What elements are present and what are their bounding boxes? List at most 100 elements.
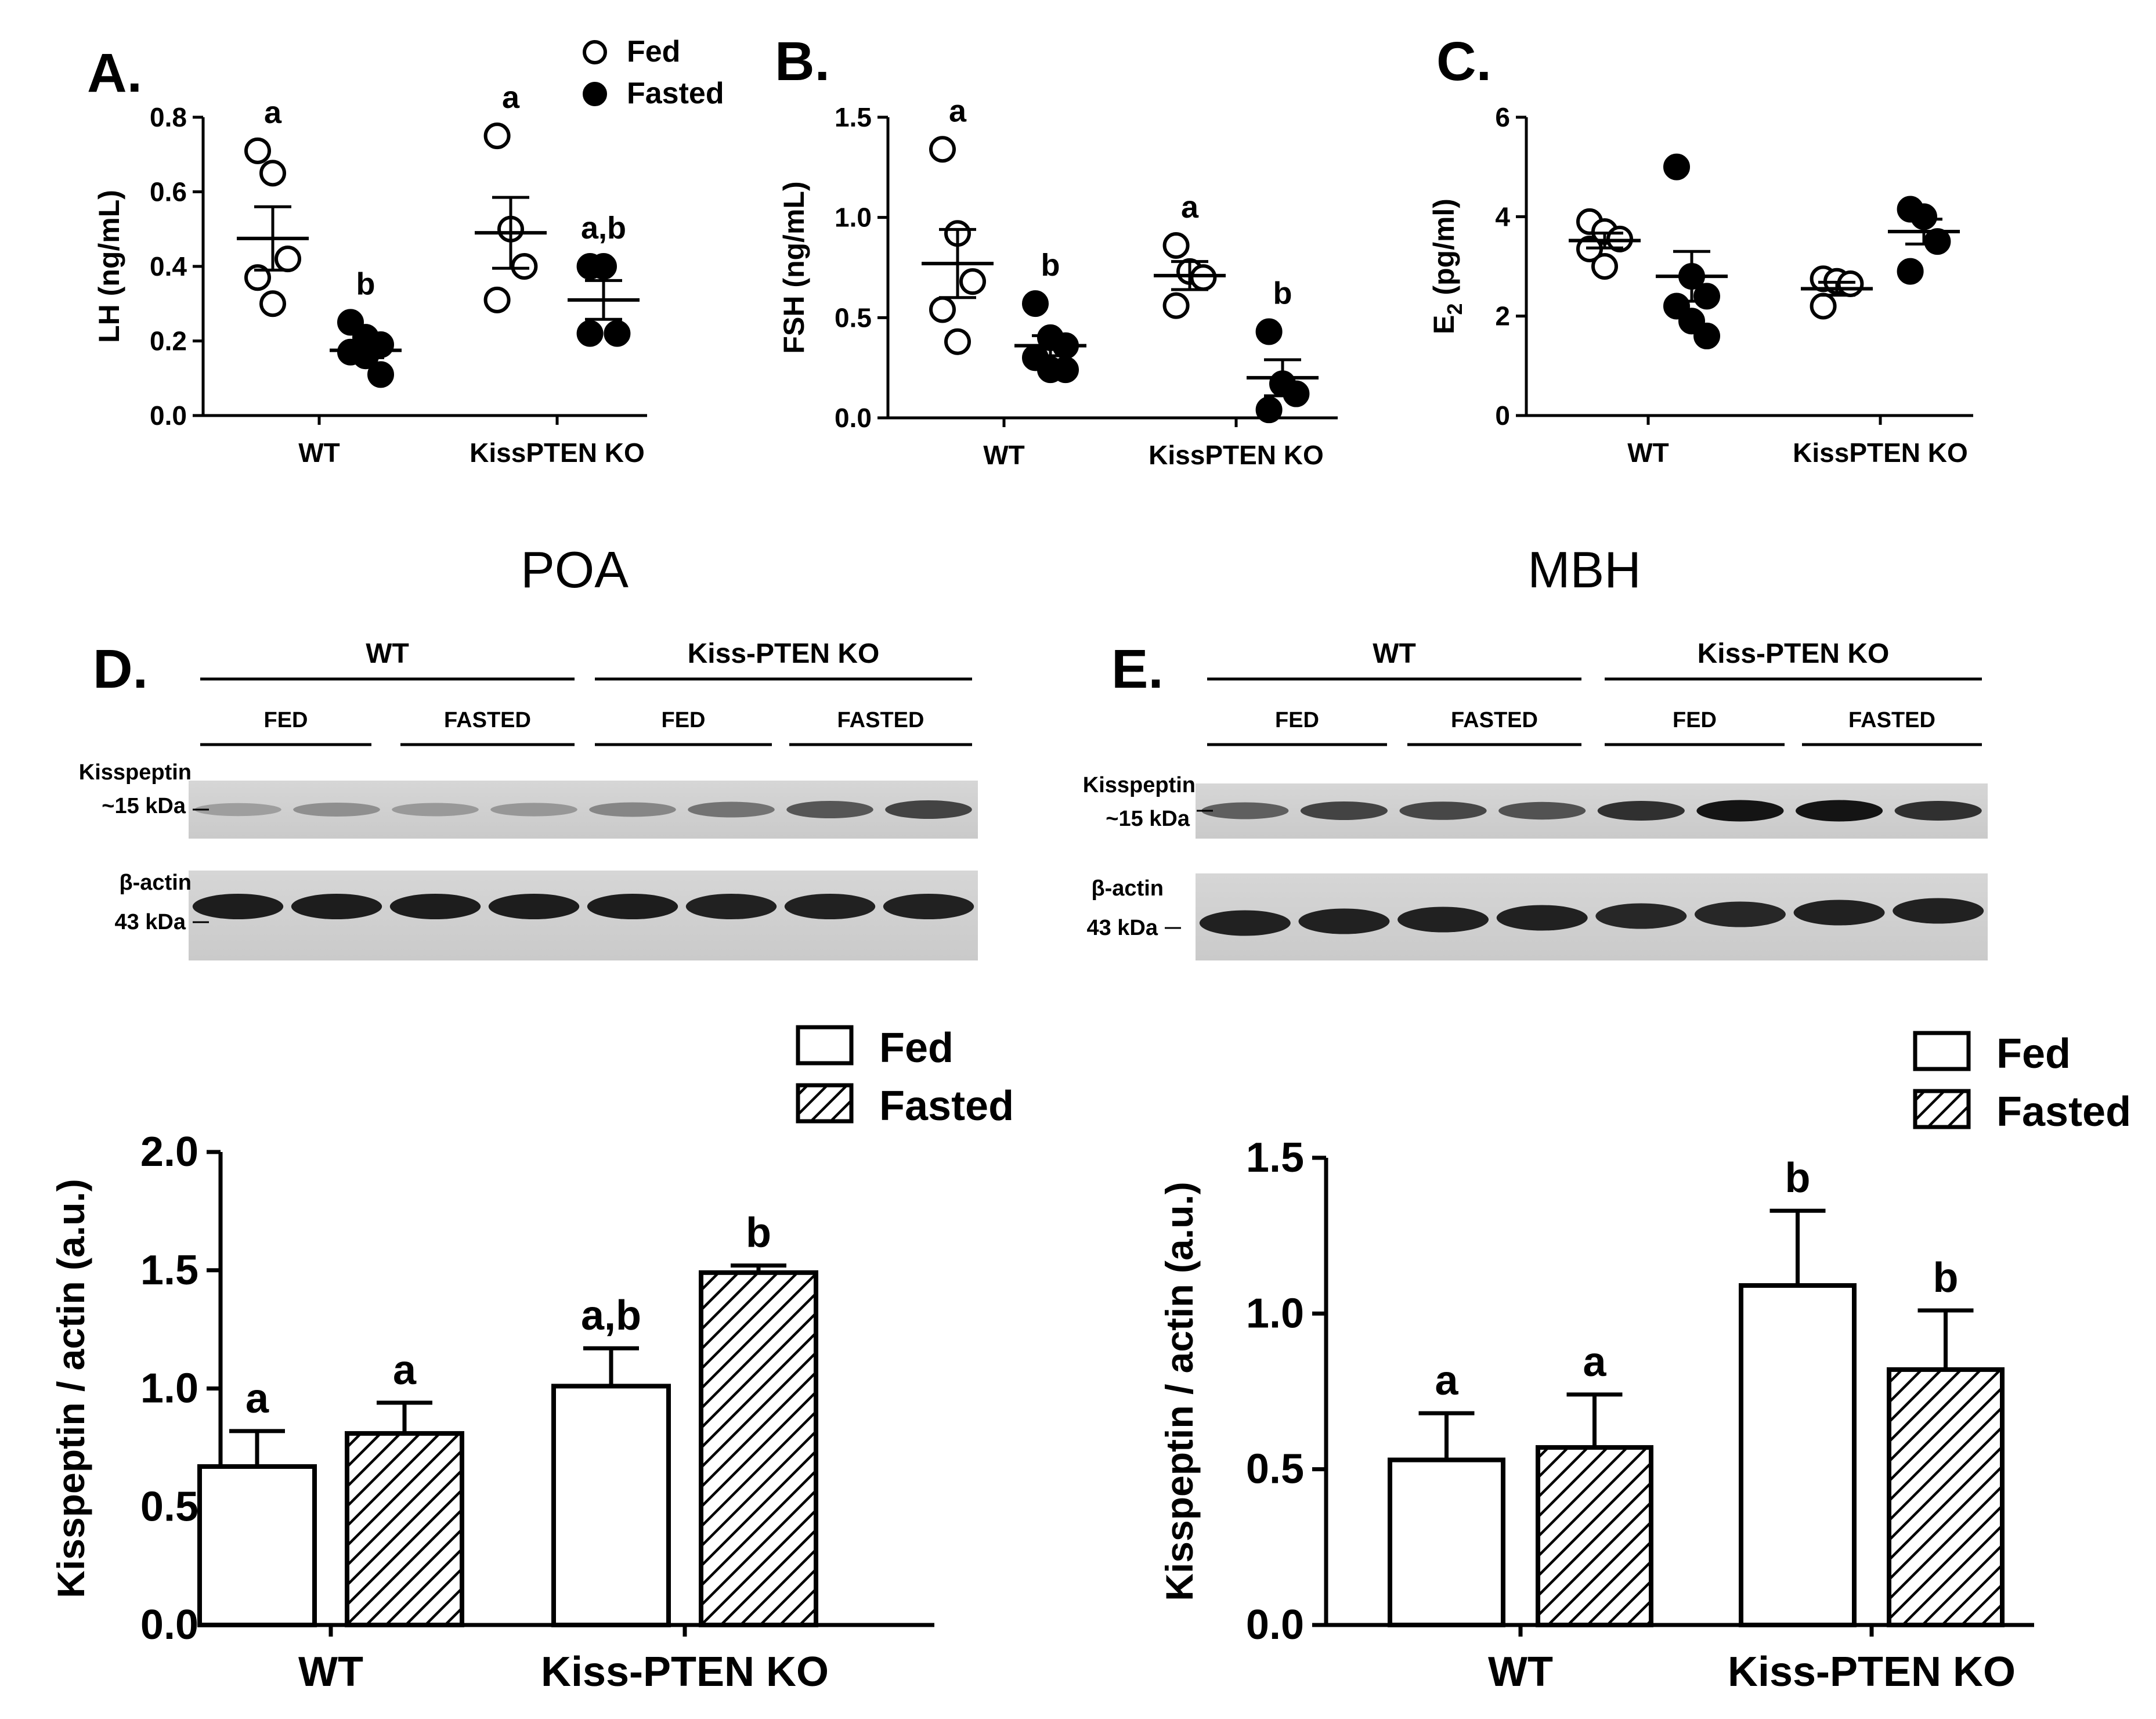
legend-label: Fasted xyxy=(627,77,724,110)
kisspeptin-band xyxy=(490,803,577,817)
data-point-fed xyxy=(929,296,956,323)
blot-label-kisspeptin-size: ~15 kDa xyxy=(102,794,186,818)
bar-fasted xyxy=(1536,1445,1653,1628)
data-point-fasted xyxy=(1255,318,1283,345)
blot-subgroup-label: FED xyxy=(662,708,706,732)
bar-fed xyxy=(197,1464,317,1628)
actin-band xyxy=(1199,910,1291,936)
chart-c-e2: 0 2 4 6 WT KissPTEN KO E2 (pg/ml) xyxy=(1428,102,1973,468)
actin-band xyxy=(1694,901,1786,927)
blot-label-actin: β-actin xyxy=(119,871,192,895)
y-tick-label: 1.0 xyxy=(140,1366,198,1412)
blot-label-actin: β-actin xyxy=(1091,876,1164,901)
blot-group-label: Kiss-PTEN KO xyxy=(1698,638,1890,669)
panel-letter-c: C. xyxy=(1436,31,1491,92)
actin-band xyxy=(389,894,481,919)
legend-swatch-fasted xyxy=(796,1083,854,1124)
kisspeptin-band xyxy=(194,803,281,817)
significance-label: a xyxy=(1181,190,1199,225)
data-point-fed xyxy=(1190,264,1217,291)
y-tick-label: 2 xyxy=(1495,301,1510,331)
chart-b-fsh: 0.0 0.5 1.0 1.5 WT KissPTEN KO FSH (ng/mL) a b a b xyxy=(778,93,1338,470)
kisspeptin-band xyxy=(1201,802,1289,819)
legend-label: Fed xyxy=(879,1025,954,1071)
y-tick-label: 0.0 xyxy=(1246,1602,1304,1648)
blot-subgroup-label: FED xyxy=(1275,708,1319,732)
data-point-fasted xyxy=(367,361,394,388)
bar-fasted xyxy=(1887,1367,2005,1628)
data-point-fed xyxy=(1162,292,1190,319)
data-point-fasted xyxy=(1693,322,1720,349)
y-tick-label: 1.0 xyxy=(835,203,872,233)
kisspeptin-band xyxy=(1795,800,1883,822)
western-blot-poa: WT Kiss-PTEN KO FED FASTED FED FASTED Kisspept… xyxy=(79,638,978,960)
blot-group-label: WT xyxy=(366,638,409,669)
significance-label: a,b xyxy=(581,211,626,245)
data-point-fasted xyxy=(1924,228,1951,255)
blot-subgroup-label: FASTED xyxy=(444,708,531,732)
kisspeptin-band xyxy=(885,800,972,819)
data-point-fasted xyxy=(1693,283,1720,310)
data-point-fed xyxy=(1810,292,1837,320)
y-tick-label: 0 xyxy=(1495,400,1510,431)
panel-letter-d: D. xyxy=(93,638,148,700)
x-tick-label: Kiss-PTEN KO xyxy=(541,1649,829,1695)
kisspeptin-band xyxy=(392,803,479,817)
data-point-fed xyxy=(1591,253,1618,280)
region-title-mbh: MBH xyxy=(1527,541,1641,598)
y-axis-title: FSH (ng/mL) xyxy=(778,181,810,353)
chart-a-lh: 0.0 0.2 0.4 0.6 0.8 WT KissPTEN KO LH (ng/mL) a b… xyxy=(93,35,724,468)
data-point-fasted xyxy=(604,320,631,347)
blot-label-kisspeptin: Kisspeptin xyxy=(1083,773,1196,797)
blot-subgroup-label: FASTED xyxy=(1451,708,1538,732)
panel-letter-a: A. xyxy=(87,42,142,104)
significance-label: a xyxy=(1583,1339,1606,1385)
kisspeptin-band xyxy=(786,801,873,818)
chart-e-mbh-bars: 0.0 0.5 1.0 1.5 WT Kiss-PTEN KO Kisspeptin / a… xyxy=(1158,1031,2131,1695)
data-point-fed xyxy=(259,160,286,187)
significance-label: b xyxy=(1933,1255,1959,1301)
data-point-fasted xyxy=(1663,153,1690,180)
data-point-fed xyxy=(244,264,271,291)
panel-letter-e: E. xyxy=(1111,638,1164,700)
actin-band xyxy=(1893,898,1984,924)
y-tick-label: 0.2 xyxy=(150,326,187,356)
y-axis-title: Kisspeptin / actin (a.u.) xyxy=(49,1179,92,1598)
y-tick-label: 0.5 xyxy=(1246,1446,1304,1493)
x-tick-label: Kiss-PTEN KO xyxy=(1728,1649,2016,1695)
significance-label: a,b xyxy=(581,1292,641,1339)
significance-label: b xyxy=(1041,248,1060,283)
blot-subgroup-label: FED xyxy=(264,708,308,732)
significance-label: b xyxy=(1785,1155,1811,1201)
region-title-poa: POA xyxy=(521,541,629,598)
data-point-fed xyxy=(483,286,511,313)
kisspeptin-band xyxy=(1300,801,1388,820)
bar-fed xyxy=(1739,1283,1857,1628)
data-point-fed xyxy=(259,290,286,317)
kisspeptin-band xyxy=(1696,800,1784,822)
x-tick-label: WT xyxy=(983,440,1025,470)
significance-label: a xyxy=(502,80,520,115)
x-tick-label: KissPTEN KO xyxy=(1793,438,1968,468)
actin-band xyxy=(192,894,284,919)
data-point-fasted xyxy=(1283,380,1310,407)
data-point-fed xyxy=(275,245,301,273)
significance-label: a xyxy=(949,93,967,128)
kisspeptin-band xyxy=(1894,801,1982,821)
blot-group-label: WT xyxy=(1373,638,1416,669)
significance-label: a xyxy=(264,95,282,130)
y-tick-label: 0.0 xyxy=(150,400,187,431)
kisspeptin-band xyxy=(1597,801,1685,821)
y-tick-label: 0.5 xyxy=(140,1483,198,1530)
y-tick-label: 0.4 xyxy=(150,251,187,281)
bar-fasted xyxy=(699,1270,818,1627)
kisspeptin-band xyxy=(688,801,775,818)
data-point-fed xyxy=(944,328,971,355)
blot-label-kisspeptin: Kisspeptin xyxy=(79,760,192,785)
western-blot-mbh: WT Kiss-PTEN KO FED FASTED FED FASTED Kisspept… xyxy=(1083,638,1988,960)
x-tick-label: WT xyxy=(298,1649,363,1695)
y-tick-label: 1.0 xyxy=(1246,1290,1304,1337)
kisspeptin-band xyxy=(1399,801,1487,820)
actin-band xyxy=(587,894,678,919)
